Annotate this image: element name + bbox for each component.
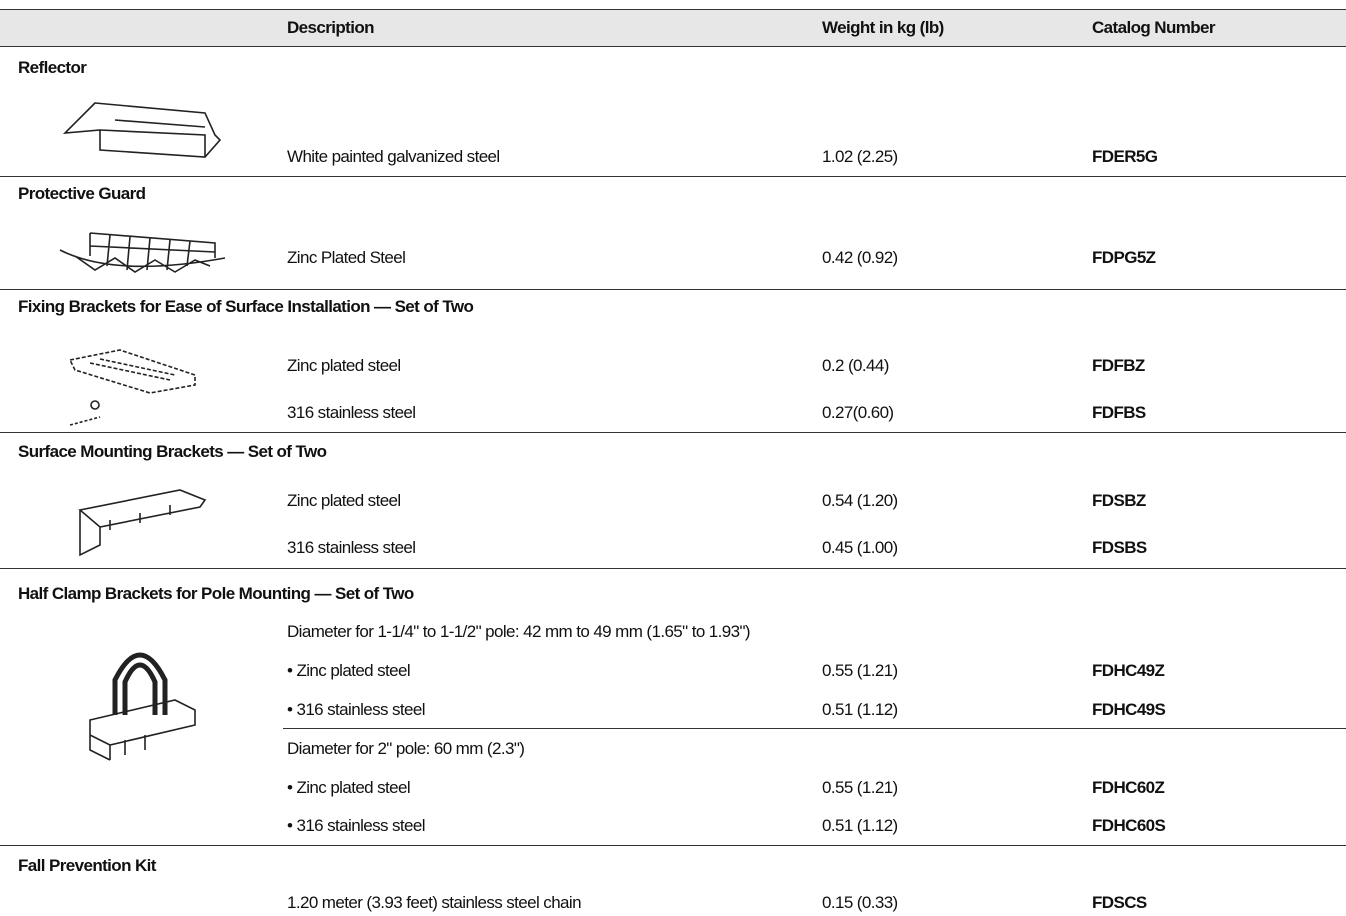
rule xyxy=(0,432,1346,433)
weight: 0.2 (0.44) xyxy=(822,356,889,375)
surface-bracket-icon xyxy=(78,489,207,557)
description: 1.20 meter (3.93 feet) stainless steel c… xyxy=(287,893,582,912)
column-header: Description xyxy=(287,18,375,37)
weight: 0.55 (1.21) xyxy=(822,778,898,797)
weight: 0.45 (1.00) xyxy=(822,538,898,557)
fixing-bracket-icon xyxy=(68,349,196,426)
description: 316 stainless steel xyxy=(287,538,416,557)
weight: 0.15 (0.33) xyxy=(822,893,898,912)
section-title: Fixing Brackets for Ease of Surface Inst… xyxy=(18,297,474,316)
catalog-number: FDFBS xyxy=(1092,403,1146,422)
rule xyxy=(283,728,1346,729)
weight: 0.55 (1.21) xyxy=(822,661,898,680)
rule xyxy=(0,176,1346,177)
weight: 0.42 (0.92) xyxy=(822,248,898,267)
rule xyxy=(0,568,1346,569)
description: • Zinc plated steel xyxy=(287,778,411,797)
group-heading: Diameter for 1-1/4" to 1-1/2" pole: 42 m… xyxy=(287,622,751,641)
half-clamp-icon xyxy=(89,652,196,761)
weight: 1.02 (2.25) xyxy=(822,147,898,166)
catalog-number: FDSCS xyxy=(1092,893,1147,912)
header-row xyxy=(0,9,1346,46)
rule xyxy=(0,845,1346,846)
rule xyxy=(0,9,1346,10)
description: Zinc Plated Steel xyxy=(287,248,406,267)
description: • 316 stainless steel xyxy=(287,816,426,835)
catalog-number: FDHC60Z xyxy=(1092,778,1165,797)
description: White painted galvanized steel xyxy=(287,147,500,166)
weight: 0.27(0.60) xyxy=(822,403,894,422)
catalog-number: FDHC49S xyxy=(1092,700,1166,719)
weight: 0.51 (1.12) xyxy=(822,700,898,719)
section-title: Reflector xyxy=(18,58,87,77)
section-title: Protective Guard xyxy=(18,184,146,203)
section-title: Half Clamp Brackets for Pole Mounting — … xyxy=(18,584,414,603)
section-title: Surface Mounting Brackets — Set of Two xyxy=(18,442,327,461)
catalog-number: FDSBZ xyxy=(1092,491,1146,510)
description: Zinc plated steel xyxy=(287,356,401,375)
weight: 0.54 (1.20) xyxy=(822,491,898,510)
catalog-number: FDHC49Z xyxy=(1092,661,1165,680)
catalog-number: FDSBS xyxy=(1092,538,1147,557)
rule xyxy=(0,289,1346,290)
rule xyxy=(0,46,1346,47)
group-heading: Diameter for 2" pole: 60 mm (2.3") xyxy=(287,739,525,758)
description: • Zinc plated steel xyxy=(287,661,411,680)
description: • 316 stainless steel xyxy=(287,700,426,719)
description: Zinc plated steel xyxy=(287,491,401,510)
guard-icon xyxy=(59,232,226,273)
description: 316 stainless steel xyxy=(287,403,416,422)
catalog-number: FDFBZ xyxy=(1092,356,1145,375)
reflector-icon xyxy=(62,102,222,158)
column-header: Weight in kg (lb) xyxy=(822,18,944,37)
section-title: Fall Prevention Kit xyxy=(18,856,156,875)
weight: 0.51 (1.12) xyxy=(822,816,898,835)
catalog-number: FDER5G xyxy=(1092,147,1158,166)
catalog-number: FDPG5Z xyxy=(1092,248,1156,267)
catalog-number: FDHC60S xyxy=(1092,816,1166,835)
column-header: Catalog Number xyxy=(1092,18,1216,37)
